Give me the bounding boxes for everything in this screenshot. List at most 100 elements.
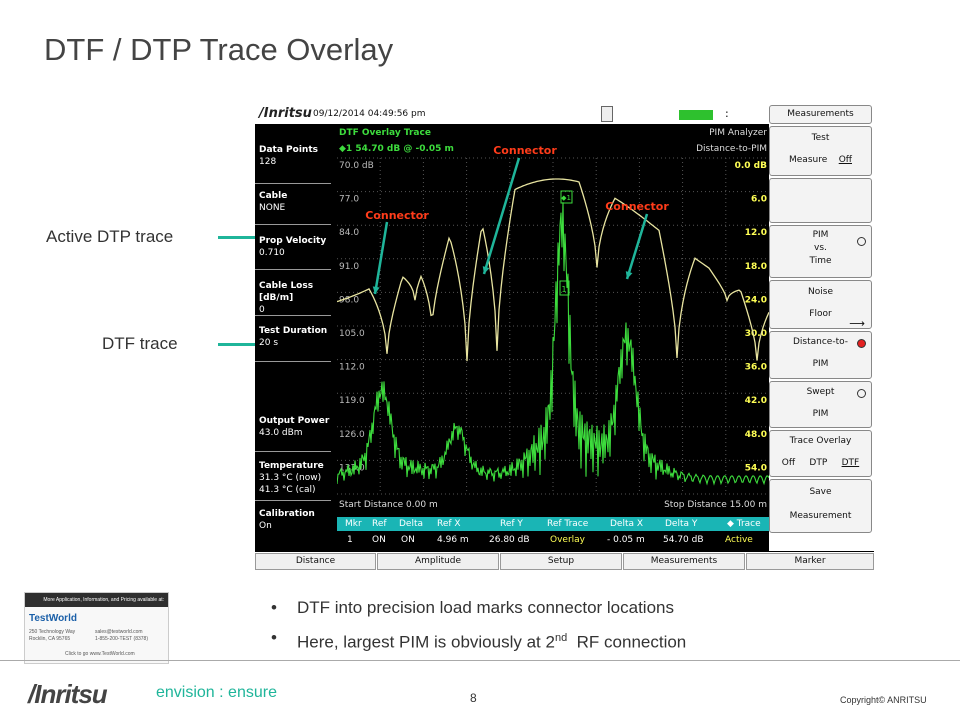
param-prop-velocity[interactable]: Prop Velocity 0.710 xyxy=(259,236,327,258)
param-data-points[interactable]: Data Points 128 xyxy=(259,145,318,167)
y-tick-left: 77.0 xyxy=(339,195,359,205)
datetime: 09/12/2014 04:49:56 pm xyxy=(313,109,426,119)
radio-icon[interactable] xyxy=(857,237,866,246)
testworld-ad[interactable]: More Application, Information, and Prici… xyxy=(24,592,169,664)
y-tick-right: 54.0 xyxy=(745,463,767,473)
param-test-duration[interactable]: Test Duration 20 s xyxy=(259,326,328,348)
menu-blank[interactable] xyxy=(769,178,872,223)
y-tick-right: 36.0 xyxy=(745,363,767,373)
slide-title: DTF / DTP Trace Overlay xyxy=(44,32,394,67)
connector-arrow xyxy=(482,157,521,275)
measurement-label: Distance-to-PIM xyxy=(696,144,767,154)
marker-box-dtf[interactable] xyxy=(559,280,570,296)
mode-label: PIM Analyzer xyxy=(709,128,767,138)
dtp-trace xyxy=(337,178,769,362)
param-calibration[interactable]: Calibration On xyxy=(259,509,315,531)
y-tick-right: 30.0 xyxy=(745,329,767,339)
dtf-trace xyxy=(337,202,769,486)
marker-box-dtp[interactable] xyxy=(560,190,573,204)
marker-tag-dtf: 1 xyxy=(561,285,566,294)
footer-divider xyxy=(0,660,960,661)
menu-save-measurement[interactable]: Save Measurement xyxy=(769,479,872,533)
menu-test-measure[interactable]: Test Measure Off xyxy=(769,126,872,176)
connector-arrowhead xyxy=(625,271,633,279)
param-cable[interactable]: Cable NONE xyxy=(259,191,288,213)
tab-setup[interactable]: Setup xyxy=(500,553,622,570)
stop-distance: Stop Distance 15.00 m xyxy=(664,500,767,510)
y-tick-left: 126.0 xyxy=(339,430,365,440)
y-tick-right: 48.0 xyxy=(745,430,767,440)
tab-measurements[interactable]: Measurements xyxy=(623,553,745,570)
connector-arrow xyxy=(373,221,389,295)
y-tick-left: 70.0 dB xyxy=(339,161,374,171)
y-tick-left: 133.0 xyxy=(339,463,365,473)
bullet-2: Here, largest PIM is obviously at 2nd RF… xyxy=(271,623,686,658)
ad-city: Rocklin, CA 95765 xyxy=(29,636,71,642)
bullet-1: DTF into precision load marks connector … xyxy=(271,593,686,623)
tab-distance[interactable]: Distance xyxy=(255,553,376,570)
menu-swept-pim[interactable]: Swept PIM xyxy=(769,381,872,428)
y-tick-right: 24.0 xyxy=(745,295,767,305)
param-output-power[interactable]: Output Power 43.0 dBm xyxy=(259,416,330,438)
connector-arrowhead xyxy=(372,286,380,294)
bullet-list: DTF into precision load marks connector … xyxy=(271,593,686,658)
battery-icon xyxy=(679,110,713,120)
y-tick-right: 18.0 xyxy=(745,262,767,272)
anritsu-logo: /Inritsu xyxy=(28,679,108,709)
y-tick-right: 6.0 xyxy=(751,195,767,205)
tab-amplitude[interactable]: Amplitude xyxy=(377,553,499,570)
connector-label-2: Connector xyxy=(493,144,557,157)
ad-phone: 1-855-200-TEST (8378) xyxy=(95,636,148,642)
instrument-screenshot: /Inritsu 09/12/2014 04:49:56 pm : Data P… xyxy=(255,103,874,571)
y-tick-left: 112.0 xyxy=(339,363,365,373)
menu-title-measurements: Measurements xyxy=(769,105,872,124)
callout-dtf: DTF trace xyxy=(102,334,178,353)
connector-label-1: Connector xyxy=(365,209,429,222)
connector-arrowhead xyxy=(482,266,490,274)
marker-table-header: Mkr Ref Delta Ref X Ref Y Ref Trace Delt… xyxy=(337,517,769,531)
status-bar: /Inritsu 09/12/2014 04:49:56 pm : xyxy=(255,103,769,124)
marker-table-row[interactable]: 1 ON ON 4.96 m 26.80 dB Overlay - 0.05 m… xyxy=(347,535,753,545)
param-cable-loss[interactable]: Cable Loss [dB/m] 0 xyxy=(259,281,314,315)
ad-address: 250 Technology Way xyxy=(29,629,76,635)
ad-header: More Application, Information, and Prici… xyxy=(25,593,168,607)
y-tick-left: 84.0 xyxy=(339,228,359,238)
ad-link[interactable]: Click to go www.TestWorld.com xyxy=(65,651,135,657)
y-tick-right: 0.0 dB xyxy=(735,161,768,171)
connector-label-3: Connector xyxy=(605,200,669,213)
y-tick-left: 105.0 xyxy=(339,329,365,339)
menu-distance-to-pim[interactable]: Distance-to- PIM xyxy=(769,331,872,379)
menu-noise-floor[interactable]: Noise Floor ⟶ xyxy=(769,280,872,330)
callout-active-dtp: Active DTP trace xyxy=(46,227,174,246)
y-tick-right: 42.0 xyxy=(745,396,767,406)
menu-trace-overlay[interactable]: Trace Overlay Off DTP DTF xyxy=(769,430,872,477)
status-indicator: : xyxy=(725,107,729,120)
radio-selected-icon[interactable] xyxy=(857,339,866,348)
plot-grid xyxy=(337,157,769,495)
y-tick-left: 98.0 xyxy=(339,295,359,305)
footer-tagline: envision : ensure xyxy=(156,684,277,701)
page-number: 8 xyxy=(470,691,477,705)
ad-email: sales@testworld.com xyxy=(95,629,143,635)
brand-logo: /Inritsu xyxy=(259,106,312,121)
params-panel: Data Points 128 Cable NONE Prop Velocity 0.… xyxy=(255,124,335,552)
plot-svg[interactable]: DTF Overlay Trace PIM Analyzer ◆1 54.70 … xyxy=(337,124,769,524)
testworld-logo: TestWorld xyxy=(29,613,77,624)
copyright: Copyright© ANRITSU xyxy=(840,695,927,705)
marker-tag-dtp: ◆1 xyxy=(561,194,571,202)
start-distance: Start Distance 0.00 m xyxy=(339,500,438,510)
soft-key-menu: Measurements Test Measure Off PIM vs. Ti… xyxy=(769,103,874,551)
param-temperature: Temperature 31.3 °C (now) 41.3 °C (cal) xyxy=(259,461,324,495)
trace-plot[interactable]: DTF Overlay Trace PIM Analyzer ◆1 54.70 … xyxy=(337,124,769,524)
bottom-tabs: Distance Amplitude Setup Measurements Ma… xyxy=(255,552,874,571)
y-tick-left: 119.0 xyxy=(339,396,365,406)
y-axis-right: 0.0 dB 6.0 12.0 18.0 24.0 30.0 36.0 42.0 48.0 54.… xyxy=(735,161,768,473)
file-icon[interactable] xyxy=(601,106,613,122)
radio-icon[interactable] xyxy=(857,389,866,398)
connector-arrow xyxy=(625,213,649,280)
arrow-right-icon: ⟶ xyxy=(849,317,865,330)
y-tick-left: 91.0 xyxy=(339,262,359,272)
menu-pim-vs-time[interactable]: PIM vs. Time xyxy=(769,225,872,278)
trace-title: DTF Overlay Trace xyxy=(339,128,431,138)
tab-marker[interactable]: Marker xyxy=(746,553,874,570)
